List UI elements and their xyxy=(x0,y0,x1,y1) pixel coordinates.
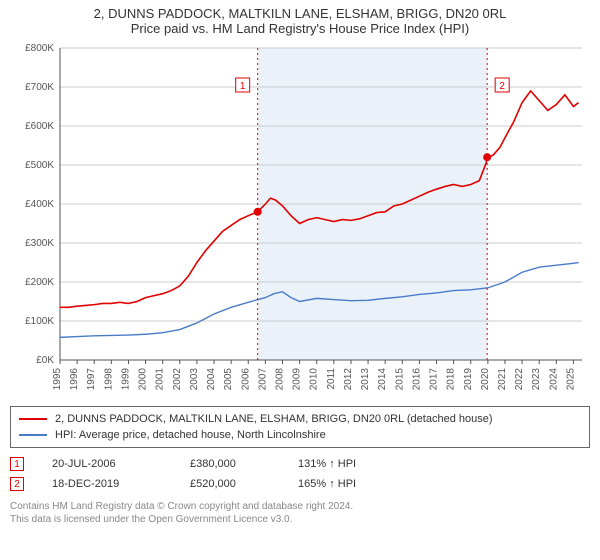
svg-text:2021: 2021 xyxy=(497,368,508,391)
title-subtitle: Price paid vs. HM Land Registry's House … xyxy=(10,21,590,36)
svg-text:2: 2 xyxy=(499,81,505,92)
svg-text:£300K: £300K xyxy=(25,238,54,249)
sale-pct: 165% ↑ HPI xyxy=(298,478,388,490)
license-line2: This data is licensed under the Open Gov… xyxy=(10,513,590,526)
sale-price: £520,000 xyxy=(190,478,270,490)
svg-text:2018: 2018 xyxy=(446,368,457,391)
license-line1: Contains HM Land Registry data © Crown c… xyxy=(10,500,590,513)
svg-text:2004: 2004 xyxy=(206,368,217,391)
svg-text:£100K: £100K xyxy=(25,316,54,327)
svg-text:2019: 2019 xyxy=(463,368,474,391)
svg-text:2008: 2008 xyxy=(274,368,285,391)
svg-text:1996: 1996 xyxy=(69,368,80,391)
svg-text:1999: 1999 xyxy=(120,368,131,391)
svg-text:1995: 1995 xyxy=(52,368,63,391)
svg-text:1997: 1997 xyxy=(86,368,97,391)
legend-swatch xyxy=(19,418,47,420)
chart-panel: 2, DUNNS PADDOCK, MALTKILN LANE, ELSHAM,… xyxy=(0,0,600,530)
svg-text:2013: 2013 xyxy=(360,368,371,391)
svg-text:2007: 2007 xyxy=(257,368,268,391)
svg-text:£600K: £600K xyxy=(25,121,54,132)
svg-text:£500K: £500K xyxy=(25,160,54,171)
svg-text:£400K: £400K xyxy=(25,199,54,210)
svg-text:£800K: £800K xyxy=(25,43,54,54)
svg-text:1: 1 xyxy=(240,81,246,92)
svg-text:2010: 2010 xyxy=(309,368,320,391)
legend-label: 2, DUNNS PADDOCK, MALTKILN LANE, ELSHAM,… xyxy=(55,413,493,425)
chart-area: £0K £100K £200K £300K £400K £500K £600K £700K £8… xyxy=(10,40,590,400)
svg-text:1998: 1998 xyxy=(103,368,114,391)
svg-text:2000: 2000 xyxy=(138,368,149,391)
legend: 2, DUNNS PADDOCK, MALTKILN LANE, ELSHAM,… xyxy=(10,406,590,448)
svg-text:2022: 2022 xyxy=(514,368,525,391)
svg-text:2025: 2025 xyxy=(565,368,576,391)
svg-text:2020: 2020 xyxy=(480,368,491,391)
sale-price: £380,000 xyxy=(190,458,270,470)
svg-text:2011: 2011 xyxy=(326,368,337,390)
svg-text:£0K: £0K xyxy=(36,355,54,366)
svg-text:2012: 2012 xyxy=(343,368,354,391)
svg-text:2003: 2003 xyxy=(189,368,200,391)
svg-text:2006: 2006 xyxy=(240,368,251,391)
svg-text:2017: 2017 xyxy=(429,368,440,391)
svg-text:£700K: £700K xyxy=(25,82,54,93)
sales-table: 1 20-JUL-2006 £380,000 131% ↑ HPI 2 18-DEC-20… xyxy=(10,454,590,494)
legend-item: HPI: Average price, detached house, Nort… xyxy=(19,427,581,443)
legend-swatch xyxy=(19,434,47,436)
svg-text:2014: 2014 xyxy=(377,368,388,391)
svg-text:2016: 2016 xyxy=(411,368,422,391)
svg-text:2001: 2001 xyxy=(155,368,166,391)
title-block: 2, DUNNS PADDOCK, MALTKILN LANE, ELSHAM,… xyxy=(10,6,590,36)
sale-date: 20-JUL-2006 xyxy=(52,458,162,470)
sale-row: 2 18-DEC-2019 £520,000 165% ↑ HPI xyxy=(10,474,590,494)
license-text: Contains HM Land Registry data © Crown c… xyxy=(10,500,590,526)
svg-text:2024: 2024 xyxy=(548,368,559,391)
sale-pct: 131% ↑ HPI xyxy=(298,458,388,470)
svg-text:2009: 2009 xyxy=(292,368,303,391)
legend-item: 2, DUNNS PADDOCK, MALTKILN LANE, ELSHAM,… xyxy=(19,411,581,427)
sale-marker: 2 xyxy=(10,477,24,491)
svg-text:2015: 2015 xyxy=(394,368,405,391)
sale-row: 1 20-JUL-2006 £380,000 131% ↑ HPI xyxy=(10,454,590,474)
svg-text:2002: 2002 xyxy=(172,368,183,391)
chart-svg: £0K £100K £200K £300K £400K £500K £600K £700K £8… xyxy=(10,40,590,400)
svg-text:2023: 2023 xyxy=(531,368,542,391)
svg-text:2005: 2005 xyxy=(223,368,234,391)
legend-label: HPI: Average price, detached house, Nort… xyxy=(55,429,326,441)
sale-date: 18-DEC-2019 xyxy=(52,478,162,490)
title-address: 2, DUNNS PADDOCK, MALTKILN LANE, ELSHAM,… xyxy=(10,6,590,21)
sale-marker: 1 xyxy=(10,457,24,471)
svg-text:£200K: £200K xyxy=(25,277,54,288)
